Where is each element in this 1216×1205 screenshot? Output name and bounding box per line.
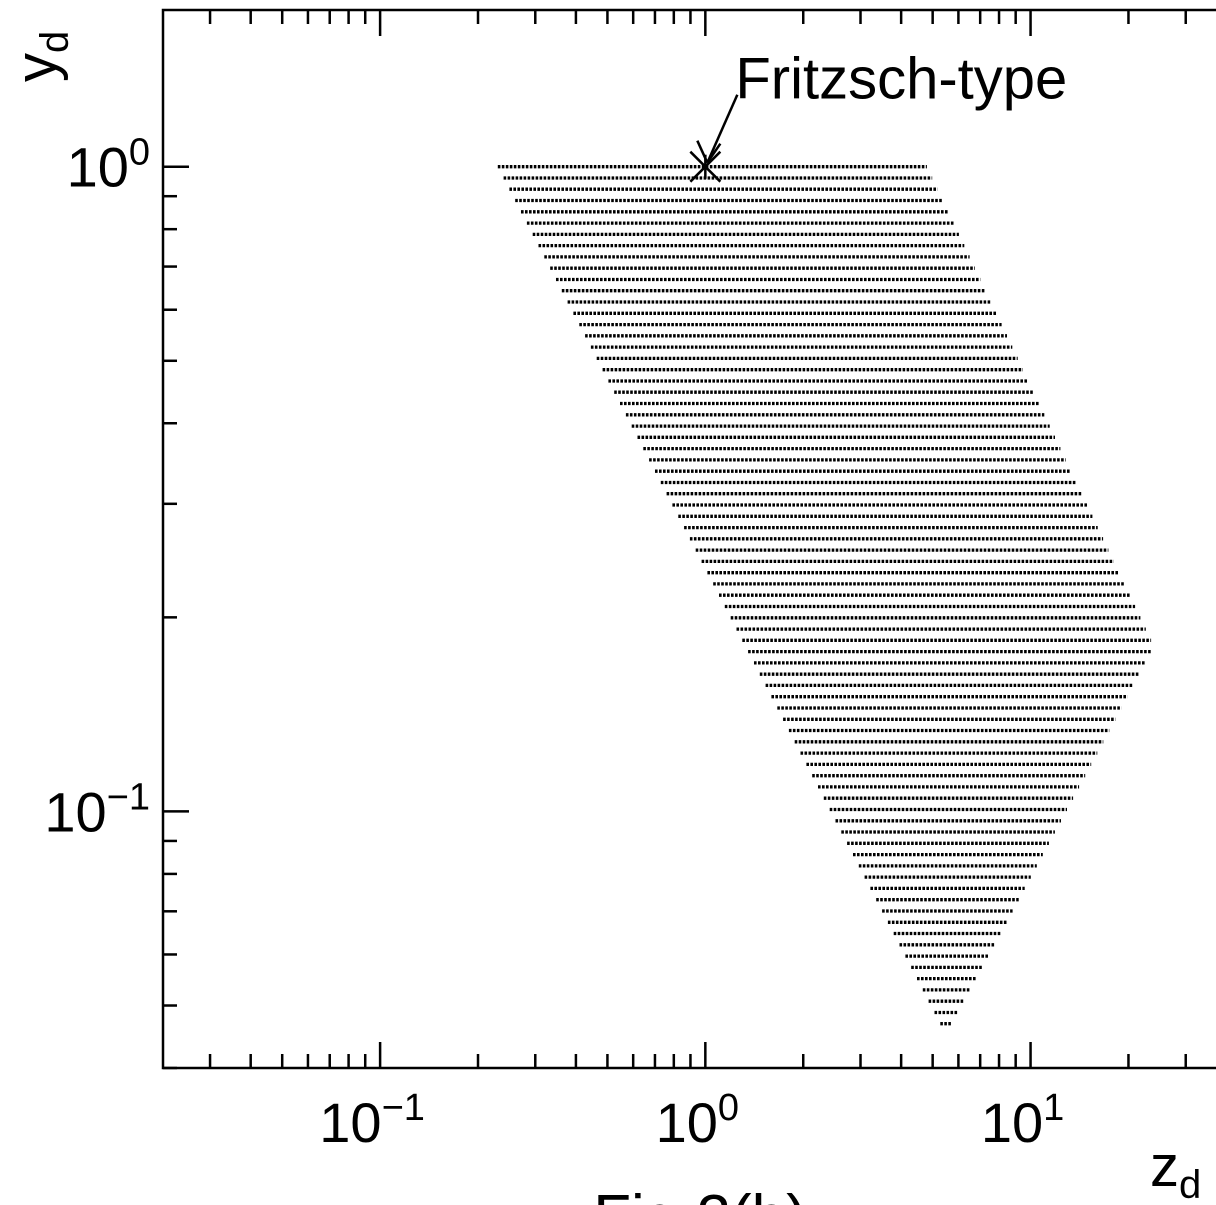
- tick-marks: [163, 10, 1187, 1070]
- annotation-arrowhead: [696, 140, 709, 164]
- y-tick-label: 100: [67, 132, 150, 199]
- annotation-arrow: [706, 94, 739, 164]
- annotation-label: Fritzsch-type: [735, 47, 1067, 112]
- annotations: Fritzsch-type: [689, 47, 1067, 183]
- x-tick-label: 100: [656, 1087, 739, 1154]
- axis-labels: yd zd Fig.2(b): [4, 31, 1201, 1205]
- plot-frame: [161, 8, 1216, 1070]
- x-tick-label: 10−1: [319, 1087, 425, 1154]
- allowed-region: [497, 165, 1152, 1026]
- x-tick-label: 101: [981, 1087, 1064, 1154]
- x-axis-label: zd: [1150, 1134, 1201, 1205]
- y-tick-label: 10−1: [44, 776, 150, 843]
- figure-caption: Fig.2(b): [593, 1183, 807, 1205]
- y-axis-label: yd: [4, 31, 77, 82]
- annotation-arrowhead: [706, 142, 722, 164]
- tick-labels: 10−1 100 101 10−1 100: [44, 132, 1064, 1154]
